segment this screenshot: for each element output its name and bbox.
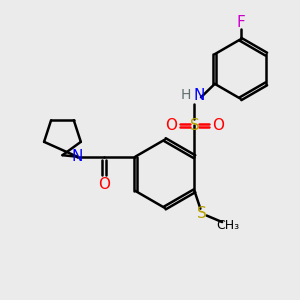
Text: N: N: [193, 88, 205, 103]
Text: F: F: [236, 15, 245, 30]
Text: O: O: [98, 177, 110, 192]
Text: S: S: [197, 206, 207, 221]
Text: H: H: [181, 88, 191, 102]
Text: S: S: [190, 118, 199, 133]
Text: O: O: [212, 118, 224, 133]
Text: CH₃: CH₃: [217, 219, 240, 232]
Text: O: O: [165, 118, 177, 133]
Text: N: N: [72, 149, 83, 164]
